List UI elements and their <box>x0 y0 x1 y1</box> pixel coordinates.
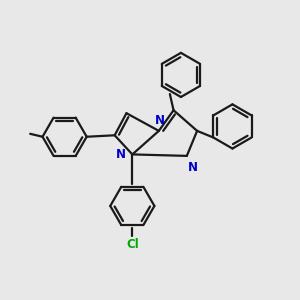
Text: Cl: Cl <box>126 238 139 251</box>
Text: N: N <box>116 148 126 161</box>
Text: N: N <box>155 114 165 127</box>
Text: N: N <box>188 161 198 174</box>
